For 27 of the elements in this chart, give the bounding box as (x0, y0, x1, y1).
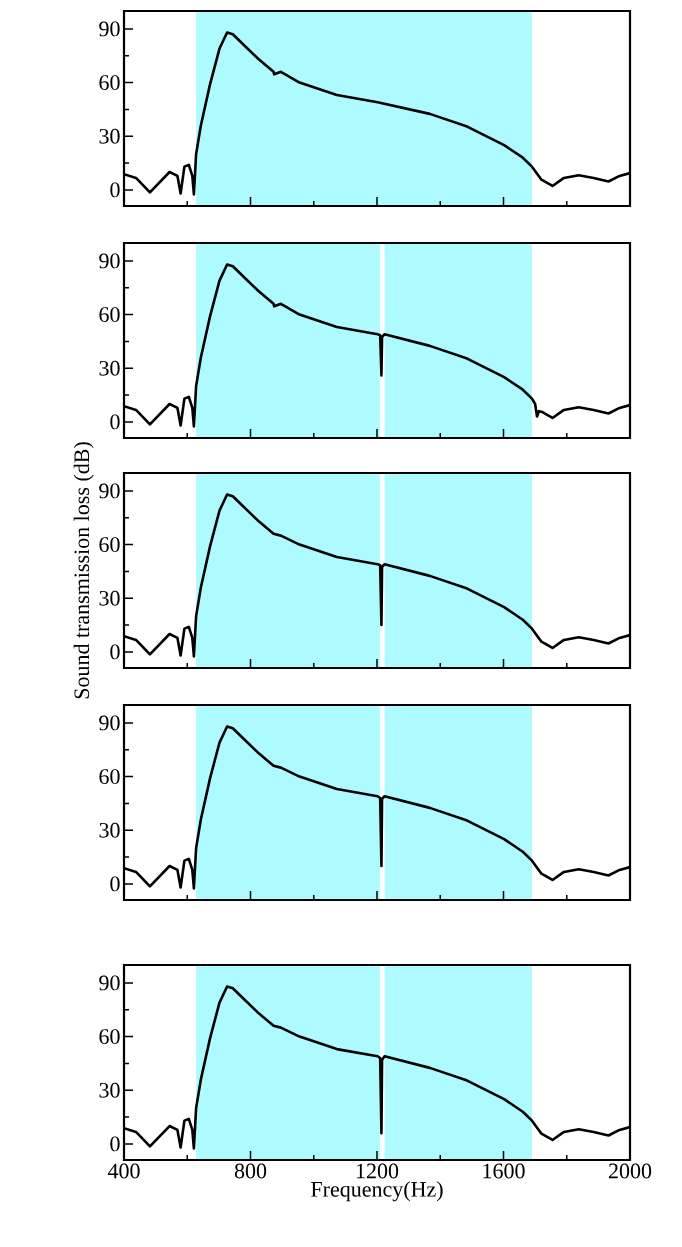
y-tick-label: 60 (99, 537, 120, 552)
y-tick-label: 60 (99, 769, 120, 784)
y-tick-label: 0 (110, 414, 120, 430)
y-tick-label: 0 (110, 1136, 120, 1152)
y-tick-label: 90 (99, 715, 120, 731)
y-tick-label: 0 (110, 876, 120, 892)
y-tick-label: 90 (99, 21, 120, 37)
x-tick-label: 2000 (608, 1163, 652, 1179)
x-tick-label: 800 (234, 1163, 267, 1179)
y-tick-label: 0 (110, 644, 120, 660)
x-tick-label: 1600 (483, 1163, 525, 1179)
y-tick-label: 0 (110, 182, 120, 198)
x-tick-label: 400 (107, 1163, 140, 1179)
x-tick-label: 1200 (356, 1163, 399, 1179)
y-tick-label: 60 (99, 1029, 120, 1044)
y-axis-title: Sound transmission loss (dB) (73, 442, 94, 699)
y-tick-label: 60 (99, 75, 120, 90)
y-tick-label: 30 (99, 1082, 120, 1098)
y-tick-label: 30 (99, 822, 120, 838)
y-tick-label: 60 (99, 307, 120, 322)
y-tick-label: 90 (99, 253, 120, 269)
y-tick-label: 90 (99, 975, 120, 991)
y-tick-label: 30 (99, 128, 120, 144)
y-tick-label: 30 (99, 590, 120, 606)
x-axis-title: Frequency(Hz) (311, 1181, 443, 1202)
y-tick-label: 90 (99, 483, 120, 499)
y-tick-label: 30 (99, 360, 120, 376)
